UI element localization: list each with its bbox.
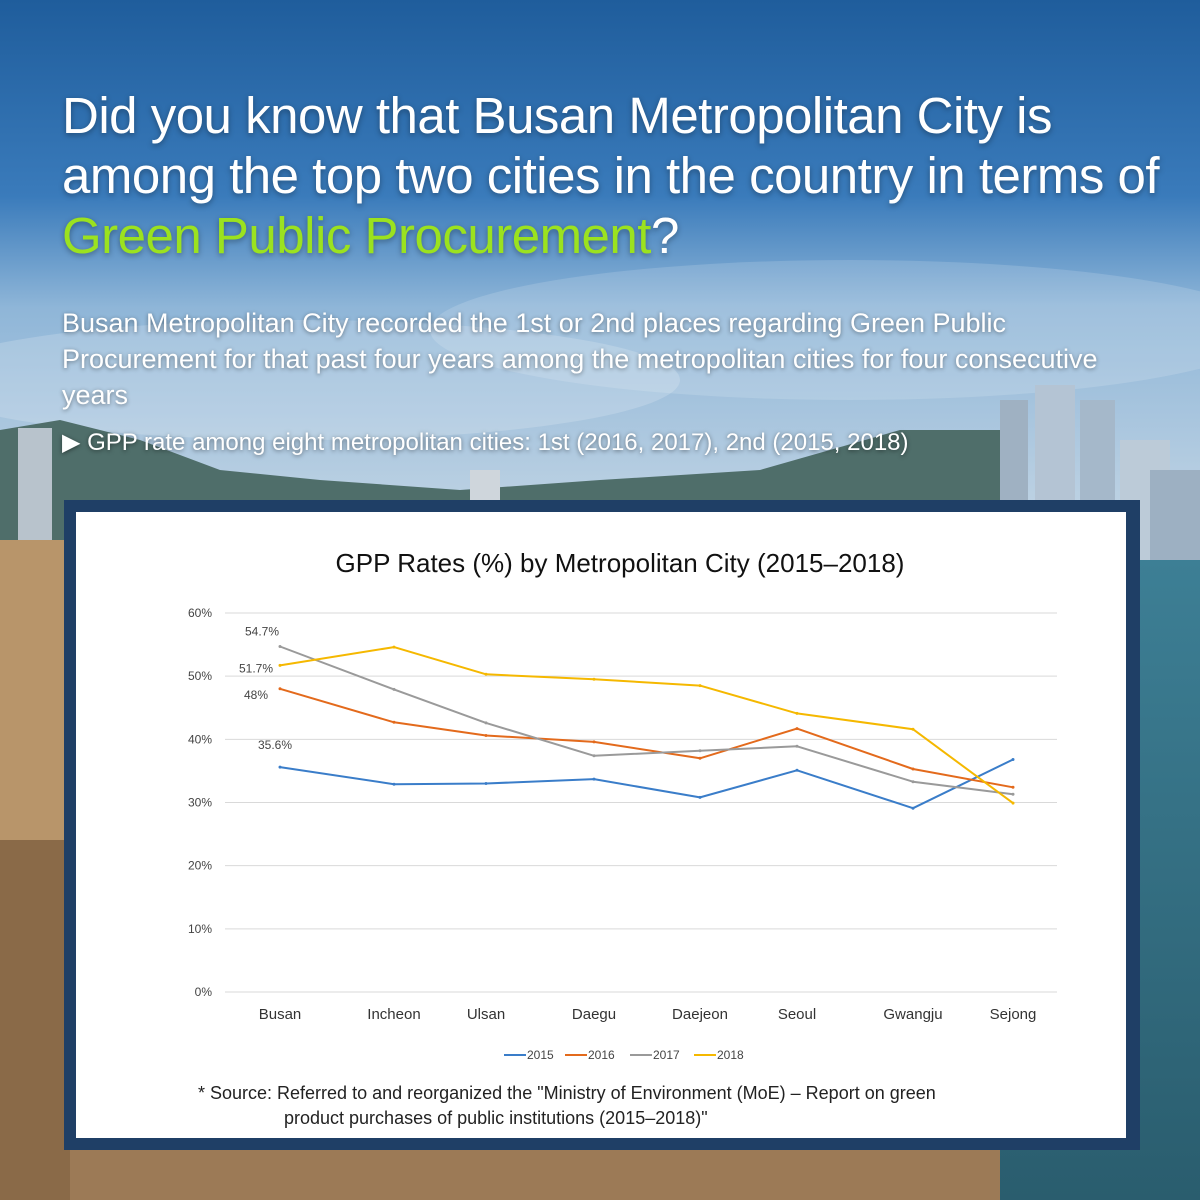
- data-point-2015: [278, 765, 282, 769]
- y-tick-label: 50%: [188, 669, 212, 683]
- data-point-2018: [1011, 801, 1015, 805]
- legend-label-2016: 2016: [588, 1048, 615, 1062]
- data-point-2016: [278, 687, 282, 691]
- data-point-2018: [392, 645, 396, 649]
- x-tick-label: Incheon: [367, 1006, 420, 1023]
- series-line-2015: [279, 758, 1014, 810]
- chart-card: [76, 512, 1126, 1138]
- series-line-2018: [279, 646, 1014, 804]
- data-point-2016: [911, 767, 915, 771]
- headline-text: Did you know that Busan Metropolitan Cit…: [62, 87, 1160, 204]
- data-point-2018: [911, 727, 915, 731]
- data-point-2015: [592, 777, 596, 781]
- data-point-2017: [698, 749, 702, 753]
- x-tick-label: Seoul: [778, 1006, 816, 1023]
- y-tick-label: 0%: [195, 985, 213, 999]
- legend-label-2017: 2017: [653, 1048, 680, 1062]
- data-point-2015: [911, 806, 915, 810]
- y-tick-label: 40%: [188, 732, 212, 746]
- series-line-2017: [279, 645, 1014, 796]
- source-line-1: * Source: Referred to and reorganized th…: [198, 1083, 936, 1103]
- data-point-2017: [278, 645, 282, 648]
- data-point-2016: [795, 727, 799, 731]
- data-point-2015: [698, 795, 702, 799]
- data-point-2017: [795, 744, 799, 748]
- data-label-2017: 54.7%: [245, 624, 279, 638]
- data-label-2016: 48%: [244, 688, 268, 702]
- legend-label-2015: 2015: [527, 1048, 554, 1062]
- y-tick-label: 10%: [188, 922, 212, 936]
- x-tick-label: Ulsan: [467, 1006, 505, 1023]
- data-point-2017: [592, 754, 596, 758]
- source-line-2: product purchases of public institutions…: [284, 1108, 708, 1128]
- subtitle: Busan Metropolitan City recorded the 1st…: [62, 308, 1098, 410]
- data-point-2015: [1011, 758, 1015, 761]
- x-tick-label: Daejeon: [672, 1006, 728, 1023]
- data-point-2015: [392, 782, 396, 786]
- x-tick-label: Gwangju: [883, 1006, 942, 1023]
- headline-question-mark: ?: [650, 207, 679, 264]
- headline: Did you know that Busan Metropolitan Cit…: [62, 86, 1162, 266]
- x-tick-label: Busan: [259, 1006, 302, 1023]
- y-tick-label: 20%: [188, 859, 212, 873]
- legend-label-2018: 2018: [717, 1048, 744, 1062]
- data-point-2017: [911, 780, 915, 784]
- chart-title: GPP Rates (%) by Metropolitan City (2015…: [335, 548, 905, 578]
- data-point-2018: [278, 663, 282, 667]
- data-point-2015: [484, 782, 488, 785]
- data-point-2016: [1011, 785, 1015, 789]
- data-label-2018: 51.7%: [239, 661, 273, 675]
- data-point-2017: [392, 687, 396, 691]
- x-tick-label: Sejong: [990, 1006, 1037, 1023]
- headline-highlight: Green Public Procurement: [62, 207, 651, 264]
- series-line-2016: [279, 687, 1014, 789]
- y-tick-label: 60%: [188, 606, 212, 620]
- data-point-2016: [392, 720, 396, 724]
- data-point-2018: [592, 677, 596, 681]
- data-point-2015: [795, 768, 799, 772]
- data-point-2016: [698, 756, 702, 760]
- data-point-2018: [795, 711, 799, 715]
- y-tick-label: 30%: [188, 796, 212, 810]
- gpp-rank-bullet: ▶ GPP rate among eight metropolitan citi…: [62, 429, 909, 456]
- source-note: * Source: Referred to and reorganized th…: [198, 1081, 1078, 1131]
- data-point-2016: [592, 740, 596, 744]
- x-tick-label: Daegu: [572, 1006, 616, 1023]
- data-point-2018: [484, 672, 488, 676]
- data-label-2015: 35.6%: [258, 738, 292, 752]
- data-point-2016: [484, 734, 488, 737]
- data-point-2018: [698, 684, 702, 688]
- data-point-2017: [1011, 792, 1015, 796]
- data-point-2017: [484, 721, 488, 725]
